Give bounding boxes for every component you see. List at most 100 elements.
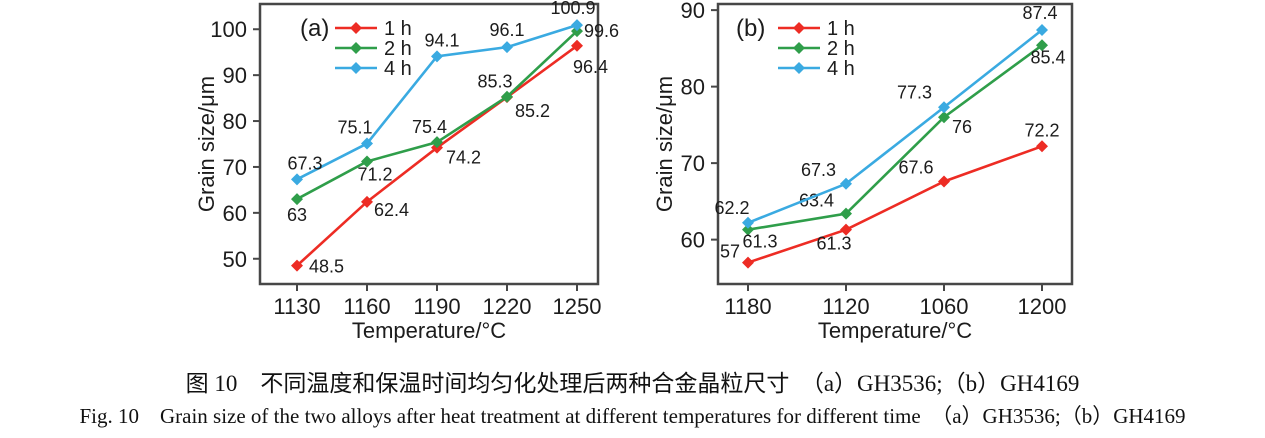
y-axis-title: Grain size/μm [652,76,677,212]
data-point-label: 96.4 [573,57,608,77]
data-point-label: 94.1 [424,30,459,50]
series-1h: 57 61.367.672.2 [720,120,1060,269]
data-point-marker [1036,24,1048,37]
data-point-label: 85.3 [477,72,512,92]
y-tick-label: 50 [223,247,247,272]
data-point-marker [742,216,754,229]
legend-item-label: 2 h [384,38,412,60]
y-tick-label: 80 [223,109,247,134]
legend-item-label: 2 h [827,38,855,60]
x-tick-label: 1220 [483,294,532,319]
legend-item-label: 4 h [384,58,412,80]
x-tick-label: 1060 [920,294,969,319]
plot-border [716,2,1074,286]
legend: 1 h2 h4 h [778,18,855,80]
data-point-label: 96.1 [489,20,524,40]
y-tick-label: 60 [223,201,247,226]
data-point-marker [350,22,362,34]
data-point-label: 57 [720,242,740,262]
x-tick-label: 1190 [413,294,460,319]
legend-item-4h: 4 h [335,58,412,80]
data-point-marker [938,101,950,114]
grain-size-charts: 1130 1160 1190 1220 1250 50 60 70 80 90 100 Tempera… [194,0,1074,343]
data-point-marker [840,207,852,220]
data-point-marker [501,90,513,103]
data-point-marker [1036,140,1048,153]
data-point-marker [350,42,362,54]
data-point-label: 75.4 [412,117,447,137]
x-tick-label: 1180 [724,294,771,319]
series-line [296,44,578,267]
y-tick-label: 60 [681,228,705,253]
legend-item-2h: 2 h [778,38,855,60]
caption-chinese: 图 10 不同温度和保温时间均匀化处理后两种合金晶粒尺寸 （a）GH3536;（… [185,371,1080,396]
panel-label: (b) [736,15,765,42]
data-point-marker [840,223,852,236]
legend-item-label: 1 h [384,18,412,40]
panel-a: 1130 1160 1190 1220 1250 50 60 70 80 90 100 Tempera… [194,0,619,343]
data-point-marker [938,175,950,188]
panel-label: (a) [300,15,329,42]
data-point-label: 77.3 [897,82,932,102]
y-tick-label: 80 [681,75,705,100]
series-4h: 62.2 67.3 77.3 87.4 [714,3,1058,229]
data-point-marker [742,223,754,236]
x-tick-label: 1160 [343,294,390,319]
data-point-label: 63 [287,205,307,225]
data-point-marker [938,111,950,124]
data-point-marker [361,155,373,168]
data-point-marker [431,50,443,63]
plot-border [258,2,600,286]
data-point-label: 71.2 [357,164,392,184]
data-point-marker [501,41,513,54]
legend-item-2h: 2 h [335,38,412,60]
data-point-marker [793,22,805,34]
legend: 1 h2 h4 h [335,18,412,80]
series-line [747,44,1043,231]
data-point-label: 61.3 [816,234,851,254]
legend-item-label: 1 h [827,18,855,40]
x-tick-label: 1200 [1018,294,1067,319]
series-line [747,145,1043,264]
data-point-marker [361,195,373,208]
data-point-label: 48.5 [309,257,344,277]
data-point-label: 67.3 [287,153,322,173]
legend-item-1h: 1 h [778,18,855,40]
data-point-label: 62.2 [714,198,749,218]
x-axis-title: Temperature/°C [818,318,972,343]
data-point-marker [840,177,852,190]
data-point-marker [793,62,805,74]
legend-item-1h: 1 h [335,18,412,40]
data-point-label: 76 [952,117,972,137]
data-point-marker [1036,39,1048,52]
data-point-marker [571,19,583,32]
data-point-marker [291,259,303,272]
data-point-label: 100.9 [550,0,595,18]
x-tick-label: 1250 [553,294,602,319]
data-point-label: 74.2 [446,148,481,168]
data-point-marker [742,256,754,269]
data-point-marker [291,193,303,206]
y-tick-label: 100 [210,17,247,42]
data-point-label: 75.1 [337,118,372,138]
legend-item-label: 4 h [827,58,855,80]
panel-b: 1180 1120 1060 1200 60 70 80 90 Temperature/°C Gr… [652,0,1074,343]
series-2h: 61.3 63.4 76 85.4 [742,39,1066,252]
data-point-marker [350,62,362,74]
y-axis-title: Grain size/μm [194,76,219,212]
y-tick-label: 70 [681,151,705,176]
x-tick-label: 1120 [822,294,869,319]
data-point-label: 85.4 [1030,47,1065,67]
data-point-marker [793,42,805,54]
data-point-label: 67.3 [801,160,836,180]
y-tick-label: 90 [223,63,247,88]
x-axis-title: Temperature/°C [352,318,506,343]
data-point-label: 72.2 [1024,120,1059,140]
data-point-marker [291,173,303,186]
data-point-marker [361,137,373,150]
data-point-label: 99.6 [584,21,619,41]
x-tick-label: 1130 [273,294,320,319]
data-point-marker [571,39,583,52]
data-point-label: 87.4 [1022,3,1057,23]
